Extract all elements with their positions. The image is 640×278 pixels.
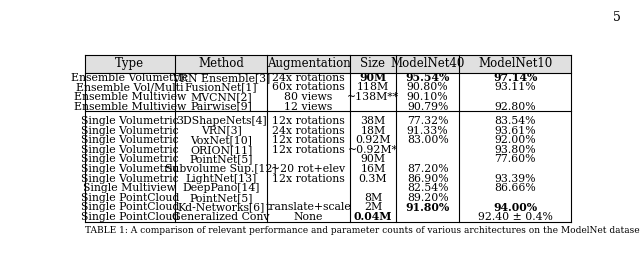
Text: 94.00%: 94.00% [493, 202, 537, 213]
Text: 24x rotations: 24x rotations [272, 126, 345, 136]
Text: 0.04M: 0.04M [354, 212, 392, 222]
Text: MVCNN[2]: MVCNN[2] [190, 92, 252, 102]
Text: 95.54%: 95.54% [406, 72, 450, 83]
Text: 90M: 90M [360, 154, 385, 164]
Text: Single Volumetric: Single Volumetric [81, 126, 179, 136]
Text: Single Volumetric: Single Volumetric [81, 154, 179, 164]
Text: Single Multiview: Single Multiview [83, 183, 177, 193]
Text: TABLE 1: A comparison of relevant performance and parameter counts of various ar: TABLE 1: A comparison of relevant perfor… [85, 226, 640, 235]
Text: Single Volumetric: Single Volumetric [81, 135, 179, 145]
Text: Single PointCloud: Single PointCloud [81, 202, 179, 212]
Text: 87.20%: 87.20% [407, 164, 449, 174]
Text: DeepPano[14]: DeepPano[14] [182, 183, 260, 193]
Text: 3DShapeNets[4]: 3DShapeNets[4] [176, 116, 266, 126]
Text: 60x rotations: 60x rotations [272, 82, 345, 92]
Text: 12x rotations: 12x rotations [272, 135, 345, 145]
Text: ModelNet10: ModelNet10 [478, 57, 552, 70]
Text: 83.54%: 83.54% [494, 116, 536, 126]
Text: PointNet[5]: PointNet[5] [189, 193, 253, 203]
Text: 86.66%: 86.66% [494, 183, 536, 193]
Text: LightNet[13]: LightNet[13] [186, 173, 257, 183]
Text: 93.11%: 93.11% [494, 82, 536, 92]
Text: Single PointCloud: Single PointCloud [81, 212, 179, 222]
Text: 77.60%: 77.60% [494, 154, 536, 164]
Text: Type: Type [115, 57, 145, 70]
Text: 24x rotations: 24x rotations [272, 73, 345, 83]
Text: ~0.92M*: ~0.92M* [348, 145, 398, 155]
Text: Single Volumetric: Single Volumetric [81, 116, 179, 126]
Text: 5: 5 [613, 11, 621, 24]
Text: 93.39%: 93.39% [494, 173, 536, 183]
Text: 0.92M: 0.92M [355, 135, 390, 145]
Text: 86.90%: 86.90% [407, 173, 449, 183]
Polygon shape [85, 55, 571, 73]
Text: ModelNet40: ModelNet40 [390, 57, 465, 70]
Text: 2M: 2M [364, 202, 382, 212]
Text: 90.80%: 90.80% [407, 82, 449, 92]
Text: 89.20%: 89.20% [407, 193, 449, 203]
Text: 12x rotations: 12x rotations [272, 116, 345, 126]
Text: 12x rotations: 12x rotations [272, 145, 345, 155]
Text: Ensemble Multiview: Ensemble Multiview [74, 92, 186, 102]
Text: Kd-Networks[6]: Kd-Networks[6] [177, 202, 265, 212]
Text: 0.3M: 0.3M [358, 173, 387, 183]
Text: 80 views: 80 views [284, 92, 333, 102]
Text: 92.40 ± 0.4%: 92.40 ± 0.4% [477, 212, 552, 222]
Text: 12x rotations: 12x rotations [272, 173, 345, 183]
Text: 92.00%: 92.00% [494, 135, 536, 145]
Text: VRN[3]: VRN[3] [201, 126, 241, 136]
Text: 90.79%: 90.79% [407, 101, 449, 111]
Text: Augmentation: Augmentation [267, 57, 351, 70]
Text: 12 views: 12 views [284, 101, 333, 111]
Text: Single Volumetric: Single Volumetric [81, 164, 179, 174]
Text: 93.80%: 93.80% [494, 145, 536, 155]
Text: 97.14%: 97.14% [493, 72, 538, 83]
Text: Method: Method [198, 57, 244, 70]
Text: Ensemble Multiview: Ensemble Multiview [74, 101, 186, 111]
Text: 8M: 8M [364, 193, 382, 203]
Text: VoxNet[10]: VoxNet[10] [190, 135, 252, 145]
Text: 91.33%: 91.33% [407, 126, 449, 136]
Text: 92.80%: 92.80% [494, 101, 536, 111]
Text: translate+scale: translate+scale [266, 202, 351, 212]
Text: Ensemble Volumetric: Ensemble Volumetric [72, 73, 188, 83]
Text: PointNet[5]: PointNet[5] [189, 154, 253, 164]
Text: 118M: 118M [357, 82, 389, 92]
Text: VRN Ensemble[3]: VRN Ensemble[3] [172, 73, 270, 83]
Text: Size: Size [360, 57, 385, 70]
Text: FusionNet[1]: FusionNet[1] [185, 82, 257, 92]
Text: 77.32%: 77.32% [407, 116, 449, 126]
Text: ~138M**: ~138M** [347, 92, 399, 102]
Text: ORION[11]: ORION[11] [190, 145, 252, 155]
Text: Single Volumetric: Single Volumetric [81, 145, 179, 155]
Text: None: None [294, 212, 323, 222]
Text: Single Volumetric: Single Volumetric [81, 173, 179, 183]
Text: 82.54%: 82.54% [407, 183, 449, 193]
Text: Generalized Conv: Generalized Conv [172, 212, 270, 222]
Text: ~20 rot+elev: ~20 rot+elev [271, 164, 346, 174]
Text: 38M: 38M [360, 116, 385, 126]
Text: 83.00%: 83.00% [407, 135, 449, 145]
Text: 91.80%: 91.80% [406, 202, 450, 213]
Text: 90M: 90M [360, 72, 387, 83]
Text: 93.61%: 93.61% [494, 126, 536, 136]
Text: 90.10%: 90.10% [407, 92, 449, 102]
Text: Pairwise[9]: Pairwise[9] [190, 101, 252, 111]
Text: 16M: 16M [360, 164, 385, 174]
Text: Single PointCloud: Single PointCloud [81, 193, 179, 203]
Text: Ensemble Vol/Multi: Ensemble Vol/Multi [76, 82, 184, 92]
Text: 18M: 18M [360, 126, 385, 136]
Text: Subvolume Sup.[12]: Subvolume Sup.[12] [165, 164, 277, 174]
